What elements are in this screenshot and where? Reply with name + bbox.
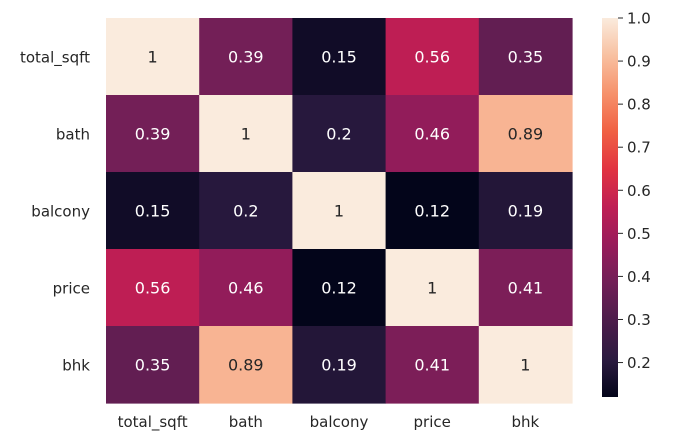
cell-annotation-1-3: 0.46 — [414, 125, 450, 144]
cell-annotation-0-1: 0.39 — [228, 48, 264, 67]
x-tick-label-bhk: bhk — [512, 413, 540, 431]
colorbar-tick-label: 0.5 — [627, 225, 651, 243]
heatmap-cell-1-2 — [292, 95, 387, 173]
heatmap-cell-0-0 — [106, 18, 200, 96]
heatmap-cell-0-1 — [199, 18, 293, 96]
x-axis-ticks: total_sqft bath balcony price bhk — [118, 413, 540, 432]
cell-annotation-3-3: 1 — [427, 279, 437, 298]
colorbar-tick-label: 0.3 — [627, 311, 651, 329]
heatmap-cell-3-3 — [385, 249, 480, 327]
cell-annotation-2-2: 1 — [334, 202, 344, 221]
y-tick-label-price: price — [53, 280, 90, 298]
heatmap-cell-2-3 — [385, 172, 480, 250]
cell-annotation-2-4: 0.19 — [508, 202, 544, 221]
y-tick-label-bath: bath — [56, 126, 90, 144]
cell-annotation-3-2: 0.12 — [321, 279, 357, 298]
cell-annotation-4-0: 0.35 — [135, 356, 171, 375]
x-tick-label-total_sqft: total_sqft — [118, 413, 188, 432]
cell-annotation-0-4: 0.35 — [508, 48, 544, 67]
cell-annotation-1-4: 0.89 — [508, 125, 544, 144]
heatmap-cell-2-1 — [199, 172, 293, 250]
cell-annotation-3-4: 0.41 — [508, 279, 544, 298]
heatmap-cell-3-0 — [106, 249, 200, 327]
cell-annotation-4-2: 0.19 — [321, 356, 357, 375]
heatmap-cell-2-4 — [478, 172, 573, 250]
colorbar-tick-label: 0.9 — [627, 53, 651, 71]
y-tick-label-balcony: balcony — [31, 203, 90, 221]
colorbar-gradient — [602, 18, 618, 397]
cell-annotation-4-4: 1 — [520, 356, 530, 375]
cell-annotation-0-2: 0.15 — [321, 48, 357, 67]
heatmap-cells — [106, 18, 573, 404]
x-tick-label-price: price — [414, 413, 451, 431]
heatmap-cell-4-2 — [292, 326, 387, 404]
cell-annotation-4-3: 0.41 — [414, 356, 450, 375]
heatmap-cell-1-3 — [385, 95, 480, 173]
colorbar-tick-label: 0.6 — [627, 182, 651, 200]
cell-annotation-1-2: 0.2 — [326, 125, 351, 144]
cell-annotation-0-0: 1 — [148, 48, 158, 67]
heatmap-annotations: 1 0.39 0.15 0.56 0.35 0.39 1 0.2 0.46 0.89 0.15 0.2… — [135, 48, 543, 375]
cell-annotation-3-0: 0.56 — [135, 279, 171, 298]
heatmap-cell-3-1 — [199, 249, 293, 327]
y-tick-label-total_sqft: total_sqft — [20, 49, 90, 68]
colorbar-tick-label: 0.2 — [627, 354, 651, 372]
heatmap-cell-1-0 — [106, 95, 200, 173]
colorbar-tick-label: 0.7 — [627, 139, 651, 157]
cell-annotation-2-1: 0.2 — [233, 202, 258, 221]
colorbar-tick-label: 1.0 — [627, 10, 651, 28]
heatmap-cell-0-4 — [478, 18, 573, 96]
heatmap-cell-4-0 — [106, 326, 200, 404]
cell-annotation-3-1: 0.46 — [228, 279, 264, 298]
x-tick-label-bath: bath — [229, 413, 263, 431]
heatmap-cell-0-2 — [292, 18, 387, 96]
heatmap-cell-4-4 — [478, 326, 573, 404]
cell-annotation-1-1: 1 — [241, 125, 251, 144]
heatmap-cell-1-1 — [199, 95, 293, 173]
heatmap-cell-4-3 — [385, 326, 480, 404]
colorbar: 0.2 0.3 0.4 0.5 0.6 0.7 0.8 0.9 1.0 — [602, 10, 651, 397]
heatmap-cell-3-2 — [292, 249, 387, 327]
cell-annotation-0-3: 0.56 — [414, 48, 450, 67]
heatmap-cell-0-3 — [385, 18, 480, 96]
cell-annotation-4-1: 0.89 — [228, 356, 264, 375]
x-tick-label-balcony: balcony — [310, 413, 369, 431]
cell-annotation-2-0: 0.15 — [135, 202, 171, 221]
heatmap-cell-2-2 — [292, 172, 387, 250]
colorbar-tick-label: 0.8 — [627, 96, 651, 114]
cell-annotation-2-3: 0.12 — [414, 202, 450, 221]
heatmap-cell-2-0 — [106, 172, 200, 250]
cell-annotation-1-0: 0.39 — [135, 125, 171, 144]
heatmap-cell-1-4 — [478, 95, 573, 173]
heatmap-cell-3-4 — [478, 249, 573, 327]
y-tick-label-bhk: bhk — [62, 357, 90, 375]
colorbar-tick-label: 0.4 — [627, 268, 651, 286]
heatmap-cell-4-1 — [199, 326, 293, 404]
